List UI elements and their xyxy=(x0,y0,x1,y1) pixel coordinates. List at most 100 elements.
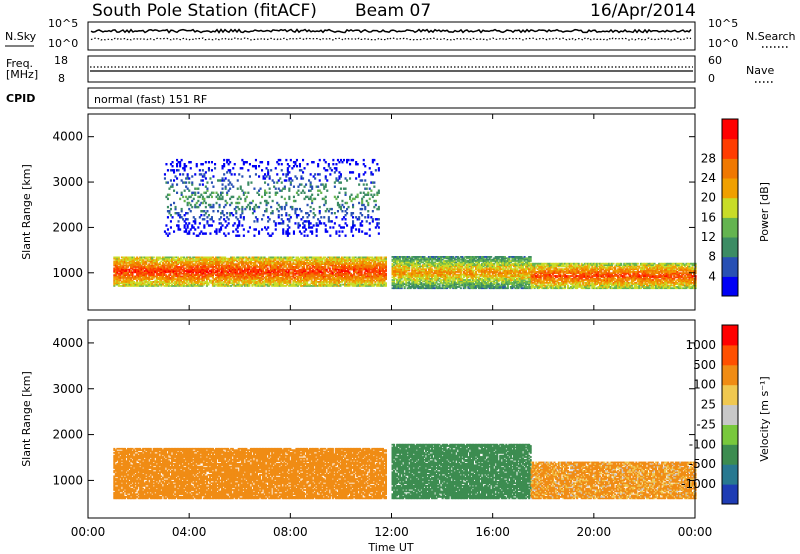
heatmap-cell xyxy=(508,272,511,275)
heatmap-cell xyxy=(378,271,381,274)
heatmap-cell xyxy=(321,272,324,275)
heatmap-cell xyxy=(284,266,287,268)
heatmap-cell xyxy=(224,259,227,261)
heatmap-cell xyxy=(130,274,133,276)
heatmap-cell xyxy=(418,277,421,280)
heatmap-cell xyxy=(467,271,470,273)
heatmap-cell xyxy=(478,257,481,260)
heatmap-cell xyxy=(231,281,234,283)
heatmap-cell xyxy=(403,271,406,273)
heatmap-cell xyxy=(444,280,447,283)
heatmap-cell xyxy=(148,264,151,267)
heatmap-cell xyxy=(207,275,210,278)
heatmap-cell xyxy=(204,282,207,285)
heatmap-cell xyxy=(315,283,318,286)
heatmap-cell xyxy=(166,283,169,286)
heatmap-cell xyxy=(397,257,400,260)
heatmap-cell xyxy=(429,269,432,272)
heatmap-cell xyxy=(151,283,154,286)
heatmap-cell xyxy=(360,279,363,282)
heatmap-cell xyxy=(417,268,420,271)
heatmap-cell xyxy=(394,262,397,265)
heatmap-cell xyxy=(304,259,307,261)
heatmap-cell xyxy=(482,264,485,266)
heatmap-cell xyxy=(500,280,503,283)
heatmap-cell xyxy=(502,269,505,272)
heatmap-cell xyxy=(479,281,482,284)
heatmap-cell xyxy=(481,268,484,271)
heatmap-cell xyxy=(315,263,318,266)
heatmap-cell xyxy=(136,257,139,260)
heatmap-cell xyxy=(266,263,269,266)
heatmap-cell xyxy=(230,259,233,261)
heatmap-cell xyxy=(455,286,458,288)
heatmap-cell xyxy=(263,266,266,268)
heatmap-cell xyxy=(222,268,225,271)
heatmap-cell xyxy=(255,278,258,280)
heatmap-cell xyxy=(204,256,207,259)
heatmap-cell xyxy=(502,279,505,281)
heatmap-cell xyxy=(411,264,414,266)
heatmap-cell xyxy=(508,269,511,272)
heatmap-cell xyxy=(202,263,205,266)
heatmap-cell xyxy=(449,262,452,265)
heatmap-cell xyxy=(351,259,354,261)
heatmap-cell xyxy=(458,279,461,281)
heatmap-cell xyxy=(434,279,437,281)
heatmap-cell xyxy=(494,277,497,280)
heatmap-cell xyxy=(408,284,411,287)
heatmap-cell xyxy=(467,281,470,284)
heatmap-cell xyxy=(166,260,169,263)
heatmap-cell xyxy=(368,268,371,271)
heatmap-cell xyxy=(441,272,444,275)
heatmap-cell xyxy=(353,267,356,270)
heatmap-cell xyxy=(266,283,269,286)
heatmap-cell xyxy=(324,272,327,275)
heatmap-cell xyxy=(316,278,319,280)
heatmap-cell xyxy=(219,276,222,279)
heatmap-cell xyxy=(375,266,378,268)
heatmap-cell xyxy=(219,274,222,276)
heatmap-cell xyxy=(316,257,319,260)
heatmap-cell xyxy=(327,256,330,259)
heatmap-cell xyxy=(458,277,461,280)
heatmap-cell xyxy=(316,261,319,264)
heatmap-cell xyxy=(301,256,304,259)
heatmap-cell xyxy=(219,279,222,282)
heatmap-cell xyxy=(190,257,193,260)
heatmap-cell xyxy=(459,273,462,276)
heatmap-cell xyxy=(277,272,280,275)
heatmap-cell xyxy=(377,283,380,286)
heatmap-cell xyxy=(164,259,167,261)
heatmap-cell xyxy=(316,267,319,270)
heatmap-cell xyxy=(431,276,434,279)
heatmap-cell xyxy=(374,259,377,261)
heatmap-cell xyxy=(306,264,309,267)
heatmap-cell xyxy=(193,263,196,266)
heatmap-cell xyxy=(464,286,467,288)
heatmap-cell xyxy=(351,256,354,259)
heatmap-cell xyxy=(142,267,145,270)
heatmap-cell xyxy=(331,257,334,260)
heatmap-cell xyxy=(239,283,242,286)
heatmap-cell xyxy=(219,261,222,264)
heatmap-cell xyxy=(202,275,205,278)
heatmap-cell xyxy=(284,281,287,283)
heatmap-cell xyxy=(134,285,137,287)
heatmap-cell xyxy=(205,267,208,270)
heatmap-cell xyxy=(319,268,322,271)
heatmap-cell xyxy=(155,263,158,266)
heatmap-cell xyxy=(154,268,157,271)
heatmap-cell xyxy=(139,274,142,276)
heatmap-cell xyxy=(497,266,500,269)
heatmap-cell xyxy=(259,260,262,263)
heatmap-cell xyxy=(408,268,411,271)
heatmap-cell xyxy=(415,257,418,260)
heatmap-cell xyxy=(301,257,304,260)
heatmap-cell xyxy=(485,276,488,279)
heatmap-cell xyxy=(167,264,170,267)
heatmap-cell xyxy=(384,278,387,280)
heatmap-cell xyxy=(114,263,117,266)
heatmap-cell xyxy=(360,267,363,270)
heatmap-cell xyxy=(397,284,400,287)
